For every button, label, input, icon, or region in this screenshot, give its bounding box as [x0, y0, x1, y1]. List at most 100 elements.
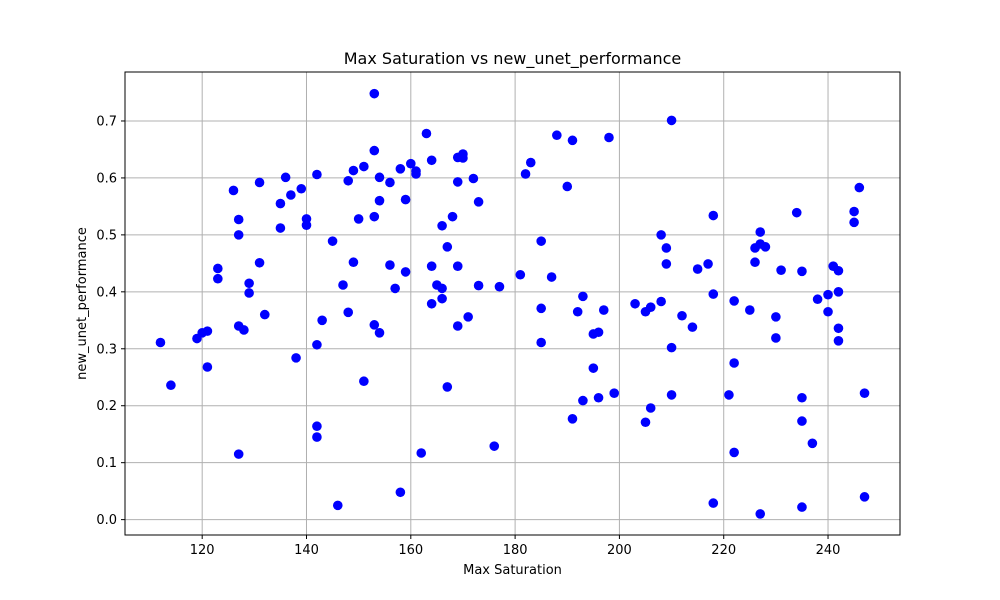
data-point: [213, 263, 223, 274]
data-point: [833, 336, 844, 346]
data-point: [233, 230, 244, 240]
data-point: [593, 327, 604, 338]
data-point: [213, 273, 223, 284]
data-point: [515, 269, 526, 280]
data-point: [406, 158, 416, 169]
data-point: [458, 153, 468, 163]
data-point: [473, 197, 484, 207]
data-point: [233, 214, 244, 225]
y-axis-label: new_unet_performance: [75, 227, 90, 380]
x-axis-label: Max Saturation: [463, 563, 562, 578]
data-point: [442, 242, 453, 252]
data-point: [687, 322, 698, 332]
data-point: [755, 227, 766, 237]
y-tick-label: 0.7: [96, 114, 117, 129]
data-point: [473, 280, 484, 291]
data-point: [854, 182, 865, 193]
data-point: [426, 298, 437, 309]
data-point: [656, 230, 666, 240]
data-point: [666, 390, 677, 400]
data-point: [859, 388, 870, 398]
data-point: [823, 306, 833, 317]
data-point: [494, 281, 505, 292]
y-tick-label: 0.5: [96, 228, 117, 243]
data-point: [656, 296, 666, 307]
data-point: [437, 220, 447, 231]
data-point: [536, 337, 546, 348]
data-point: [536, 303, 546, 314]
x-tick-label: 180: [503, 543, 528, 558]
x-tick-label: 160: [398, 543, 423, 558]
data-point: [567, 135, 578, 146]
data-point: [312, 169, 322, 180]
data-point: [442, 382, 453, 392]
data-point: [645, 302, 656, 313]
data-point: [390, 283, 400, 294]
y-axis-ticks: 0.0 0.1 0.2 0.3 0.4 0.5 0.6 0.7: [96, 114, 125, 528]
data-point: [661, 243, 672, 253]
data-point: [426, 155, 437, 166]
data-point: [369, 88, 380, 99]
y-tick-label: 0.0: [96, 513, 117, 528]
data-point: [400, 267, 411, 277]
data-point: [588, 363, 599, 373]
data-point: [359, 376, 369, 387]
data-point: [353, 214, 364, 224]
data-point: [228, 185, 239, 196]
data-point: [411, 169, 421, 179]
data-point: [578, 291, 588, 302]
data-point: [426, 261, 437, 271]
data-point: [385, 177, 395, 188]
data-point: [833, 323, 844, 334]
data-point: [791, 207, 802, 218]
data-point: [604, 132, 614, 143]
data-point: [291, 353, 301, 363]
data-point: [708, 498, 719, 508]
data-point: [332, 500, 343, 511]
data-point: [645, 403, 656, 413]
data-point: [546, 272, 557, 282]
data-point: [259, 309, 270, 320]
y-tick-label: 0.1: [96, 456, 117, 471]
data-point: [202, 362, 213, 372]
data-point: [280, 172, 291, 183]
data-point: [708, 289, 719, 299]
data-point: [812, 294, 823, 305]
data-point: [343, 307, 354, 318]
y-tick-label: 0.3: [96, 342, 117, 357]
data-point: [416, 448, 427, 458]
data-point: [760, 242, 771, 252]
grid-lines: [125, 72, 900, 535]
data-point: [233, 449, 244, 459]
data-point: [536, 236, 546, 246]
data-point: [807, 438, 818, 449]
data-point: [348, 165, 359, 176]
data-point: [729, 296, 739, 306]
data-point: [312, 432, 322, 442]
data-point: [520, 169, 531, 179]
data-point: [447, 211, 458, 222]
data-point: [395, 164, 406, 174]
x-tick-label: 240: [816, 543, 841, 558]
plot-area-frame: [124, 71, 901, 536]
data-point: [849, 217, 859, 228]
data-point: [489, 441, 500, 451]
data-point: [562, 181, 573, 192]
data-point: [343, 175, 354, 186]
data-point: [661, 259, 672, 269]
data-point: [338, 280, 348, 290]
data-point: [525, 157, 536, 168]
data-point: [797, 502, 807, 512]
data-point: [244, 278, 254, 289]
data-point: [452, 321, 463, 331]
data-point: [797, 392, 807, 403]
data-point: [385, 260, 395, 270]
y-tick-label: 0.6: [96, 171, 117, 186]
x-axis-ticks: 120 140 160 180 200 220 240: [190, 535, 841, 558]
data-point: [771, 333, 781, 343]
x-tick-label: 120: [190, 543, 215, 558]
data-point: [724, 390, 734, 400]
data-point: [468, 173, 479, 184]
data-point: [578, 395, 588, 406]
data-point: [572, 306, 583, 317]
